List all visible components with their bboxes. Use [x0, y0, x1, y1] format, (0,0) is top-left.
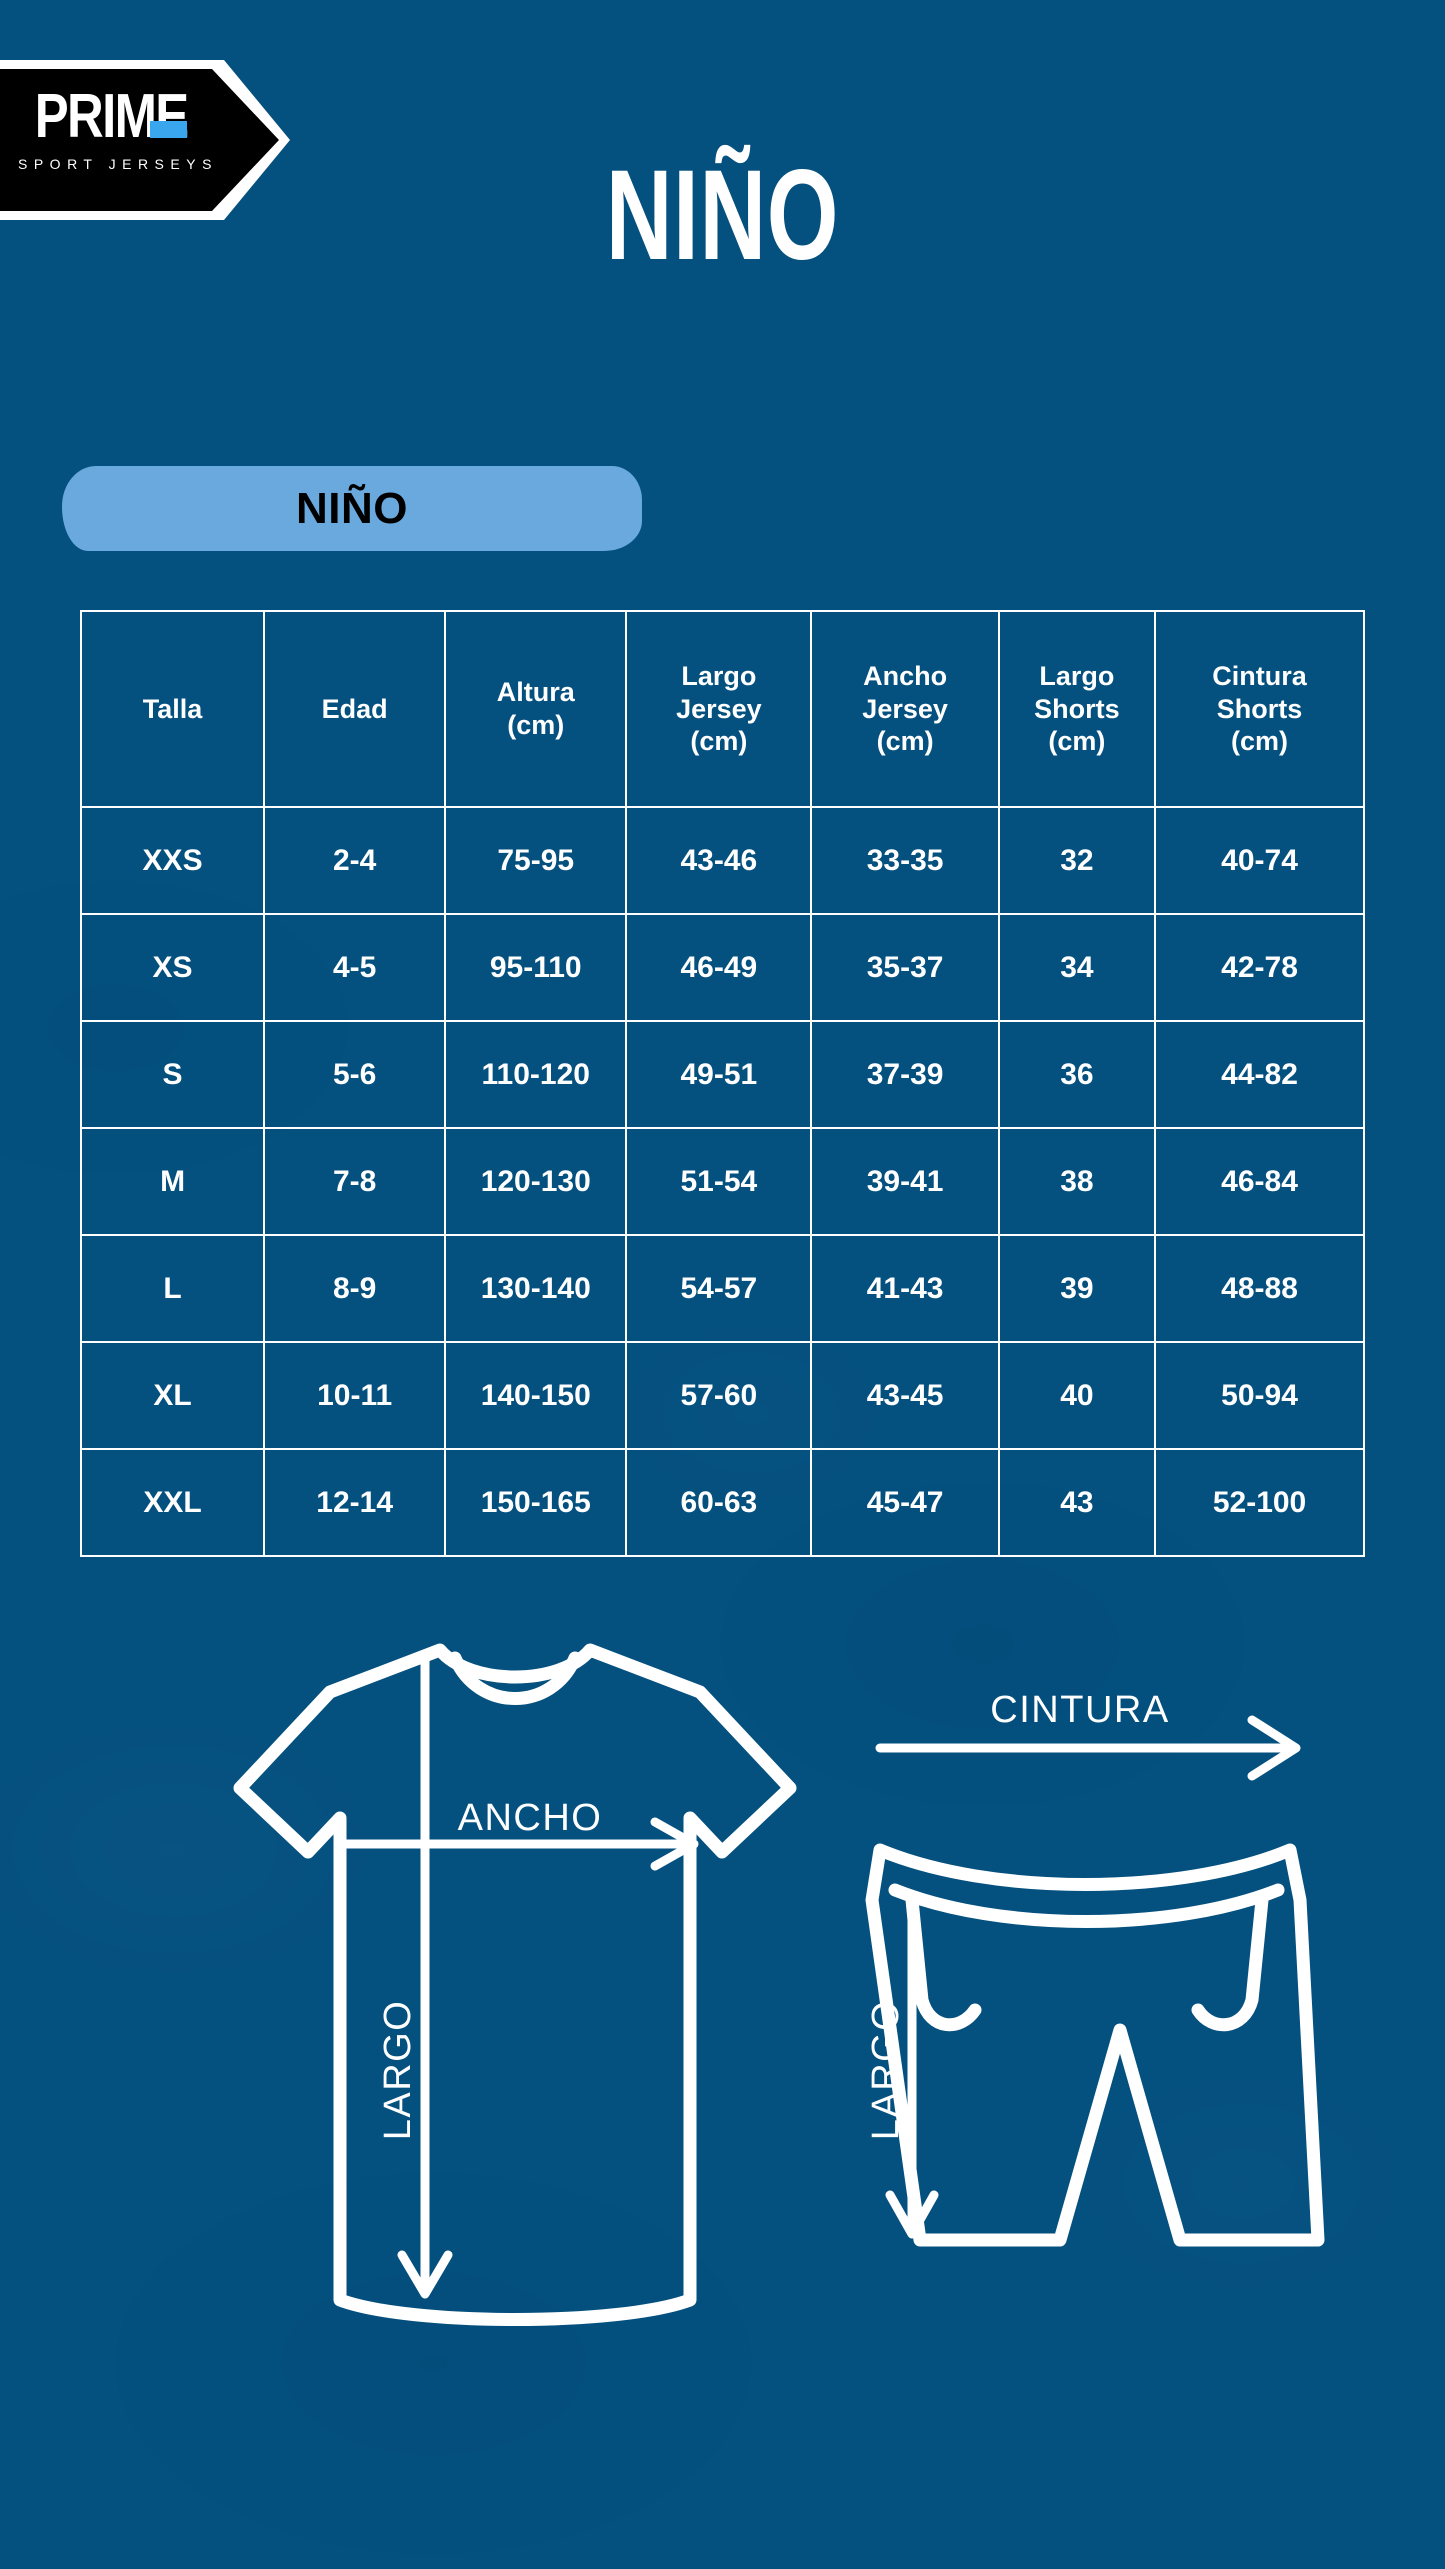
cell-talla: XS [79, 913, 266, 1022]
measurement-diagrams: ANCHO LARGO CINTURA LARGO [0, 1600, 1445, 2560]
shorts-diagram [865, 1843, 1325, 2247]
cell-largo-jersey: 49-51 [625, 1020, 813, 1129]
column-header-largo-shorts: Largo Shorts (cm) [997, 610, 1157, 808]
cell-edad: 7-8 [263, 1127, 447, 1236]
cell-cintura-shorts: 50-94 [1154, 1341, 1365, 1450]
column-header-altura: Altura (cm) [444, 610, 628, 808]
size-chart-table: Talla Edad Altura (cm) Largo Jersey (cm)… [79, 610, 1365, 1557]
page-title: NIÑO [605, 144, 840, 287]
section-badge: NIÑO [62, 466, 642, 551]
cell-edad: 8-9 [263, 1234, 447, 1343]
column-header-cintura-shorts: Cintura Shorts (cm) [1154, 610, 1365, 808]
header-line: Edad [321, 693, 388, 724]
header-line: Jersey [676, 693, 762, 724]
column-header-edad: Edad [263, 610, 447, 808]
cell-ancho-jersey: 39-41 [810, 1127, 1000, 1236]
header-line: Jersey [862, 693, 948, 724]
header-line: Talla [142, 693, 203, 724]
cell-talla: L [79, 1234, 266, 1343]
cell-altura: 95-110 [444, 913, 628, 1022]
table-row: XXL 12-14 150-165 60-63 45-47 43 52-100 [79, 1448, 1365, 1557]
table-row: XS 4-5 95-110 46-49 35-37 34 42-78 [79, 913, 1365, 1022]
logo-accent-bar [150, 120, 187, 138]
logo-text-block: PRIME SPORT JERSEYS [18, 82, 218, 172]
shorts-length-label: LARGO [865, 2000, 907, 2141]
cell-talla: M [79, 1127, 266, 1236]
header-line: Largo [681, 660, 757, 691]
cell-altura: 110-120 [444, 1020, 628, 1129]
cell-altura: 150-165 [444, 1448, 628, 1557]
cell-ancho-jersey: 33-35 [810, 806, 1000, 915]
cell-altura: 120-130 [444, 1127, 628, 1236]
table-row: S 5-6 110-120 49-51 37-39 36 44-82 [79, 1020, 1365, 1129]
header-line: (cm) [876, 726, 934, 757]
cell-largo-shorts: 39 [997, 1234, 1157, 1343]
column-header-largo-jersey: Largo Jersey (cm) [625, 610, 813, 808]
cell-edad: 4-5 [263, 913, 447, 1022]
logo-tagline: SPORT JERSEYS [18, 155, 218, 172]
shorts-measure-lines [875, 1715, 1301, 2239]
cell-largo-jersey: 46-49 [625, 913, 813, 1022]
table-row: L 8-9 130-140 54-57 41-43 39 48-88 [79, 1234, 1365, 1343]
cell-largo-shorts: 43 [997, 1448, 1157, 1557]
cell-largo-jersey: 51-54 [625, 1127, 813, 1236]
cell-largo-shorts: 38 [997, 1127, 1157, 1236]
cell-largo-shorts: 40 [997, 1341, 1157, 1450]
cell-largo-shorts: 36 [997, 1020, 1157, 1129]
table-row: XL 10-11 140-150 57-60 43-45 40 50-94 [79, 1341, 1365, 1450]
cell-cintura-shorts: 46-84 [1154, 1127, 1365, 1236]
header-line: (cm) [507, 710, 565, 740]
column-header-ancho-jersey: Ancho Jersey (cm) [810, 610, 1000, 808]
table-header-row: Talla Edad Altura (cm) Largo Jersey (cm)… [79, 610, 1365, 808]
shorts-waist-label: CINTURA [990, 1689, 1169, 1731]
cell-largo-jersey: 57-60 [625, 1341, 813, 1450]
header-line: (cm) [1048, 726, 1106, 757]
cell-largo-jersey: 43-46 [625, 806, 813, 915]
cell-ancho-jersey: 37-39 [810, 1020, 1000, 1129]
section-badge-label: NIÑO [296, 483, 408, 533]
column-header-talla: Talla [79, 610, 266, 808]
cell-edad: 5-6 [263, 1020, 447, 1129]
cell-largo-shorts: 32 [997, 806, 1157, 915]
cell-edad: 2-4 [263, 806, 447, 915]
cell-edad: 10-11 [263, 1341, 447, 1450]
cell-altura: 75-95 [444, 806, 628, 915]
cell-altura: 140-150 [444, 1341, 628, 1450]
brand-logo: PRIME SPORT JERSEYS [0, 60, 290, 220]
header-line: (cm) [1231, 726, 1289, 757]
cell-ancho-jersey: 35-37 [810, 913, 1000, 1022]
cell-largo-shorts: 34 [997, 913, 1157, 1022]
header-line: Altura [496, 677, 575, 708]
table-row: M 7-8 120-130 51-54 39-41 38 46-84 [79, 1127, 1365, 1236]
header-line: Shorts [1216, 693, 1303, 724]
header-line: Shorts [1034, 693, 1120, 724]
cell-edad: 12-14 [263, 1448, 447, 1557]
cell-cintura-shorts: 40-74 [1154, 806, 1365, 915]
cell-talla: XXL [79, 1448, 266, 1557]
table-row: XXS 2-4 75-95 43-46 33-35 32 40-74 [79, 806, 1365, 915]
cell-largo-jersey: 60-63 [625, 1448, 813, 1557]
cell-cintura-shorts: 52-100 [1154, 1448, 1365, 1557]
jersey-length-label: LARGO [377, 2000, 419, 2141]
jersey-diagram [233, 1643, 797, 2326]
cell-cintura-shorts: 48-88 [1154, 1234, 1365, 1343]
cell-talla: S [79, 1020, 266, 1129]
cell-largo-jersey: 54-57 [625, 1234, 813, 1343]
logo-black-shape [0, 69, 279, 211]
cell-altura: 130-140 [444, 1234, 628, 1343]
cell-cintura-shorts: 42-78 [1154, 913, 1365, 1022]
header-line: Largo [1039, 660, 1115, 691]
cell-talla: XXS [79, 806, 266, 915]
cell-cintura-shorts: 44-82 [1154, 1020, 1365, 1129]
cell-talla: XL [79, 1341, 266, 1450]
cell-ancho-jersey: 41-43 [810, 1234, 1000, 1343]
jersey-width-label: ANCHO [458, 1797, 603, 1839]
jersey-measure-lines [335, 1655, 699, 2299]
cell-ancho-jersey: 43-45 [810, 1341, 1000, 1450]
header-line: Cintura [1212, 660, 1307, 691]
logo-wordmark: PRIME [34, 82, 189, 151]
header-line: Ancho [863, 660, 948, 691]
cell-ancho-jersey: 45-47 [810, 1448, 1000, 1557]
header-line: (cm) [690, 726, 748, 757]
